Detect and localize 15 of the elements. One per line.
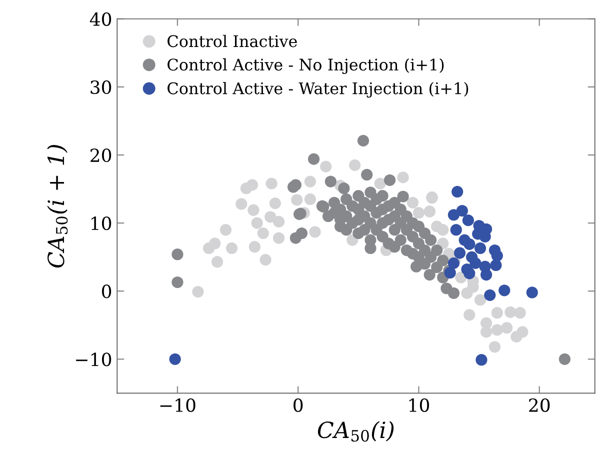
x-tick-label: 0 (294, 398, 303, 412)
y-tick-label: 10 (92, 216, 112, 230)
y-tick-label: 20 (90, 148, 112, 162)
legend-label: Control Active - No Injection (i+1) (168, 58, 444, 74)
legend-label: Control Active - Water Injection (i+1) (168, 82, 468, 98)
y-tick-label: 40 (90, 12, 112, 26)
legend-label: Control Inactive (168, 34, 297, 48)
x-tick-label: −10 (160, 398, 196, 412)
x-tick-label: 20 (529, 398, 550, 412)
x-tick-label: 10 (409, 398, 430, 412)
y-axis-title: CA$_{50}$(i + 1) (47, 145, 68, 268)
y-tick-label: 0 (102, 284, 112, 298)
x-axis-title: CA$_{50}$(i) (318, 421, 394, 442)
y-tick-label: 30 (90, 80, 112, 94)
y-tick-label: −10 (76, 352, 112, 366)
